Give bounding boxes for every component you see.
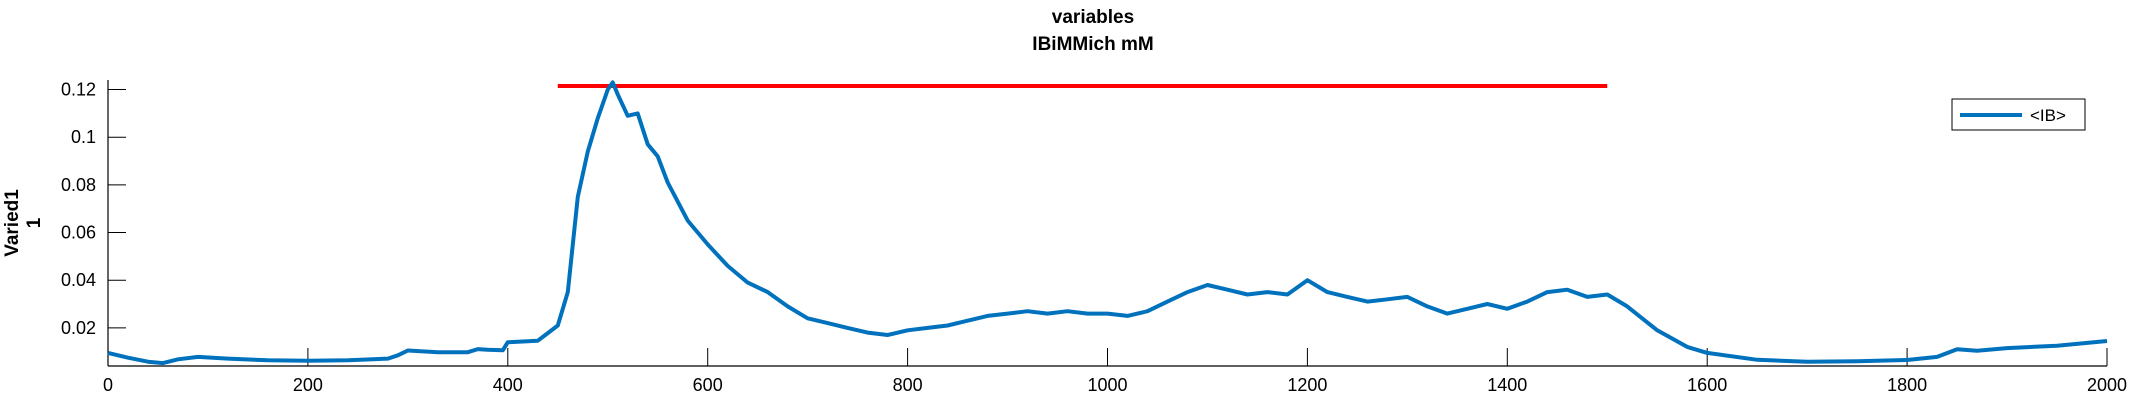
y-axis-label: Varied1 1 [2,189,45,257]
y-tick-label: 0.06 [61,223,96,243]
y-tick-label: 0.1 [71,127,96,147]
x-tick-label: 400 [493,375,523,395]
x-tick-label: 1600 [1687,375,1727,395]
y-tick-label: 0.12 [61,80,96,100]
x-tick-label: 1400 [1487,375,1527,395]
x-tick-label: 1200 [1287,375,1327,395]
chart-title-line: IBiMMich mM [1032,34,1153,55]
legend: <IB> [1951,98,2086,131]
x-tick-label: 800 [893,375,923,395]
x-tick-label: 1800 [1887,375,1927,395]
x-tick-label: 600 [693,375,723,395]
y-tick-label: 0.08 [61,175,96,195]
legend-label: <IB> [2030,106,2066,125]
y-tick-label: 0.04 [61,270,96,290]
x-tick-label: 200 [293,375,323,395]
chart-title-line: variables [1052,7,1134,28]
x-tick-label: 1000 [1087,375,1127,395]
x-tick-label: 0 [103,375,113,395]
y-axis-label-line: 1 [24,217,45,228]
x-tick-label: 2000 [2087,375,2127,395]
y-tick-label: 0.02 [61,318,96,338]
series-line-ib [107,80,2108,366]
y-axis-label-line: Varied1 [2,189,23,257]
